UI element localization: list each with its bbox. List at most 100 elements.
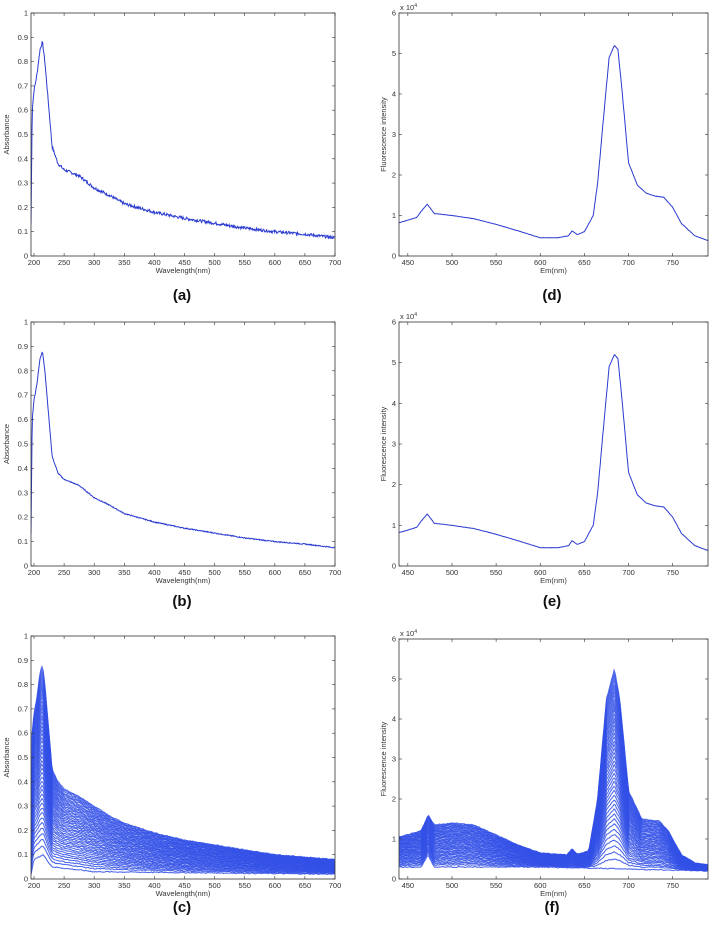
y-tick-label: 2 <box>392 171 396 180</box>
x-tick-label: 750 <box>666 881 679 890</box>
plot-area <box>31 351 335 549</box>
panel-label: (b) <box>172 593 191 610</box>
y-multiplier-exponent: 4 <box>414 629 417 635</box>
y-tick-label: 4 <box>392 399 396 408</box>
spectrum-line <box>31 797 335 871</box>
x-axis-label: Em(nm) <box>540 576 567 585</box>
chart-panel-e: 450 500 550 600 650 700 750 0 1 2 3 4 5 6 Em(nm) Fluore… <box>379 312 709 610</box>
x-tick-label: 700 <box>622 881 635 890</box>
spectrum-line <box>31 845 335 875</box>
y-tick-label: 0.7 <box>18 391 28 400</box>
x-tick-label: 750 <box>666 568 679 577</box>
spectrum-line <box>31 681 335 862</box>
x-tick-label: 450 <box>178 881 191 890</box>
y-tick-label: 0.3 <box>18 179 28 188</box>
spectrum-line <box>399 698 708 867</box>
y-tick-label: 0.9 <box>18 656 28 665</box>
x-axis-label: Em(nm) <box>540 266 567 275</box>
x-tick-label: 450 <box>178 258 191 267</box>
x-tick-label: 500 <box>208 568 221 577</box>
spectrum-line <box>399 803 708 870</box>
x-tick-label: 650 <box>299 258 312 267</box>
panel-label: (a) <box>173 287 191 304</box>
x-tick-label: 200 <box>28 568 41 577</box>
x-tick-label: 600 <box>269 258 282 267</box>
y-axis-label: Absorbance <box>2 737 11 777</box>
y-tick-label: 0.1 <box>18 850 28 859</box>
spectrum-line <box>399 727 708 868</box>
y-tick-label: 5 <box>392 358 396 367</box>
x-tick-label: 250 <box>58 258 71 267</box>
x-tick-label: 450 <box>178 568 191 577</box>
spectrum-line <box>399 823 708 871</box>
y-tick-label: 0.8 <box>18 57 28 66</box>
y-tick-label: 0.7 <box>18 81 28 90</box>
plot-area <box>31 664 335 876</box>
x-tick-label: 600 <box>534 881 547 890</box>
x-tick-label: 600 <box>534 258 547 267</box>
series-line <box>31 351 335 549</box>
x-tick-label: 450 <box>402 568 415 577</box>
spectrum-line <box>399 668 708 866</box>
x-tick-label: 700 <box>622 258 635 267</box>
x-tick-label: 550 <box>238 881 251 890</box>
x-tick-label: 700 <box>329 881 342 890</box>
x-tick-label: 450 <box>402 258 415 267</box>
y-tick-label: 1 <box>24 318 28 327</box>
y-tick-label: 6 <box>392 635 396 644</box>
spectrum-line <box>399 851 708 872</box>
spectrum-line <box>31 720 335 865</box>
chart-panel-f: 450 500 550 600 650 700 750 0 1 2 3 4 5 6 Em(nm) Fluore… <box>379 629 709 916</box>
y-axis-label: Absorbance <box>2 114 11 154</box>
plot-area <box>31 40 335 240</box>
x-axis-label: Wavelength(nm) <box>156 266 211 275</box>
x-tick-label: 500 <box>208 258 221 267</box>
y-tick-label: 0.6 <box>18 106 28 115</box>
y-tick-label: 6 <box>392 318 396 327</box>
spectrum-line <box>31 853 335 876</box>
spectrum-line <box>399 678 708 867</box>
x-tick-label: 500 <box>446 258 459 267</box>
x-tick-label: 550 <box>490 258 503 267</box>
x-tick-label: 500 <box>446 881 459 890</box>
chart-panel-a: 200 250 300 350 400 450 500 550 600 650 700 0 0.1 0.2… <box>2 9 341 305</box>
x-tick-label: 400 <box>148 568 161 577</box>
y-tick-label: 1 <box>392 521 396 530</box>
y-tick-label: 3 <box>392 130 396 139</box>
x-axis-label: Em(nm) <box>540 889 567 898</box>
x-axis-label: Wavelength(nm) <box>156 576 211 585</box>
x-tick-label: 750 <box>666 258 679 267</box>
spectrum-line <box>31 675 335 861</box>
y-tick-label: 0.4 <box>18 777 28 786</box>
y-tick-label: 0.6 <box>18 729 28 738</box>
y-tick-label: 1 <box>392 835 396 844</box>
x-tick-label: 550 <box>238 258 251 267</box>
plot-frame <box>30 12 336 257</box>
plot-area <box>399 354 708 551</box>
panel-label: (d) <box>542 287 561 304</box>
spectrum-line <box>31 802 335 872</box>
x-tick-label: 500 <box>208 881 221 890</box>
x-axis-label: Wavelength(nm) <box>156 889 211 898</box>
y-tick-label: 0.3 <box>18 802 28 811</box>
y-tick-label: 0.7 <box>18 704 28 713</box>
y-tick-label: 0.2 <box>18 826 28 835</box>
spectrum-line <box>31 771 335 869</box>
y-tick-label: 0.2 <box>18 513 28 522</box>
plot-frame <box>398 321 709 567</box>
y-tick-label: 0 <box>24 252 28 261</box>
x-tick-label: 200 <box>28 258 41 267</box>
chart-panel-c: 200 250 300 350 400 450 500 550 600 650 700 0 0.1 0.2… <box>2 632 341 917</box>
y-axis-label: Fluorescence intensity <box>379 97 388 172</box>
y-tick-label: 2 <box>392 480 396 489</box>
x-tick-label: 350 <box>118 568 131 577</box>
y-tick-label: 0.9 <box>18 33 28 42</box>
y-tick-label: 0.4 <box>18 464 28 473</box>
x-tick-label: 600 <box>269 881 282 890</box>
y-tick-label: 0.8 <box>18 366 28 375</box>
x-tick-label: 700 <box>622 568 635 577</box>
y-tick-label: 0 <box>24 875 28 884</box>
x-tick-label: 600 <box>534 568 547 577</box>
chart-panel-b: 200 250 300 350 400 450 500 550 600 650 700 0 0.1 0.2… <box>2 318 341 611</box>
y-tick-label: 4 <box>392 90 396 99</box>
